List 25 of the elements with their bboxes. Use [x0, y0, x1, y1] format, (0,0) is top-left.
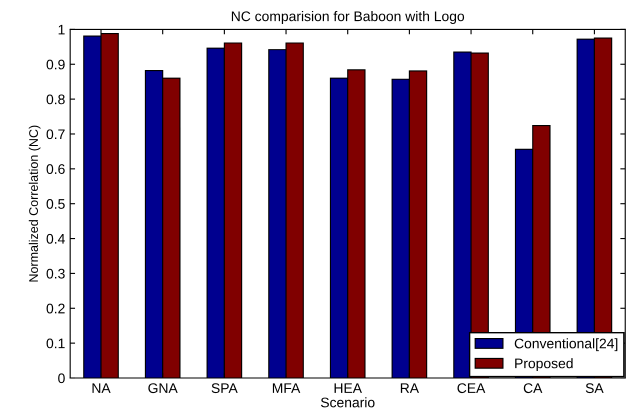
y-tick-label: 0.8 — [46, 94, 65, 104]
x-tick-label: RA — [400, 383, 419, 393]
y-tick-label: 0.4 — [46, 234, 65, 244]
x-tick-label: GNA — [148, 383, 178, 394]
y-tick-label: 1 — [58, 24, 65, 34]
legend-label: Conventional[24] — [514, 338, 618, 352]
y-tick-label: 0.7 — [46, 129, 65, 140]
x-tick-label: MFA — [272, 383, 300, 393]
y-tick-label: 0.3 — [46, 268, 65, 279]
y-tick-label: 0 — [58, 373, 65, 384]
x-tick-label: SA — [586, 383, 604, 394]
y-tick-label: 0.1 — [46, 338, 65, 348]
x-axis-title: Scenario — [320, 397, 375, 408]
y-axis-title: Normalized Correlation (NC) — [28, 126, 40, 282]
y-tick-label: 0.9 — [46, 60, 65, 70]
chart-title: NC comparision for Baboon with Logo — [232, 11, 464, 24]
y-tick-label: 0.6 — [46, 164, 65, 174]
x-tick-label: HEA — [334, 383, 362, 393]
x-tick-label: NA — [92, 383, 111, 393]
legend-label: Proposed — [515, 358, 573, 372]
x-tick-label: SPA — [212, 383, 238, 394]
y-tick-label: 0.5 — [46, 199, 65, 209]
x-tick-label: CEA — [457, 383, 486, 394]
x-tick-label: CA — [524, 383, 542, 394]
y-tick-label: 0.2 — [46, 304, 65, 314]
